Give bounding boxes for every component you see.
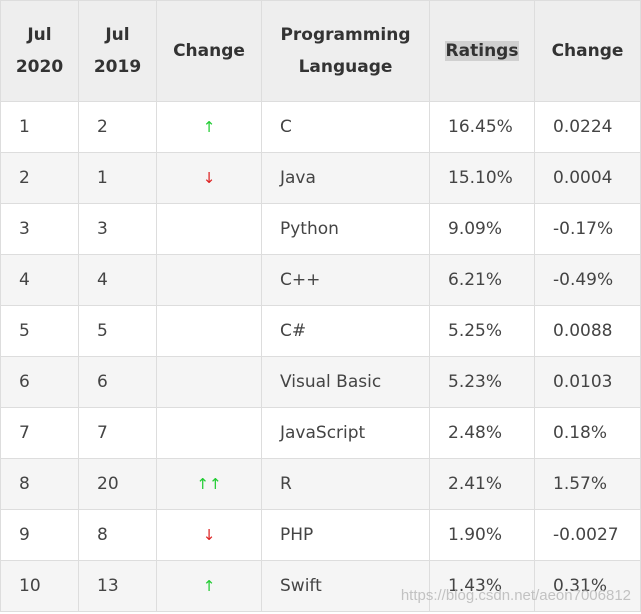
rank-2019-cell: 2 [78,101,157,153]
rating-cell: 15.10% [429,152,535,204]
rank-2019-cell: 5 [78,305,157,357]
table-row: 10 13 ↑ Swift 1.43% 0.31% [0,560,641,612]
header-change: Change [156,0,262,102]
change-arrow-cell [156,356,262,408]
change-arrow-cell [156,407,262,459]
rating-cell: 9.09% [429,203,535,255]
rating-cell: 1.90% [429,509,535,561]
change-arrow-cell [156,203,262,255]
change-value-cell: 0.0103 [534,356,641,408]
arrow-up-icon: ↑ [202,118,216,136]
change-value-cell: 0.0004 [534,152,641,204]
table-row: 1 2 ↑ C 16.45% 0.0224 [0,101,641,153]
rank-2019-cell: 8 [78,509,157,561]
change-arrow-cell: ↓ [156,509,262,561]
header-jul-2019: Jul 2019 [78,0,157,102]
rating-cell: 1.43% [429,560,535,612]
header-jul-2020: Jul 2020 [0,0,79,102]
table-row: 3 3 Python 9.09% -0.17% [0,203,641,255]
table-body: 1 2 ↑ C 16.45% 0.0224 2 1 ↓ Java 15.10% 0.0004 3 3 Pyt… [0,101,641,612]
language-cell: C [261,101,430,153]
table-row: 4 4 C++ 6.21% -0.49% [0,254,641,306]
arrow-down-icon: ↓ [202,526,216,544]
change-value-cell: 0.0088 [534,305,641,357]
rating-cell: 5.23% [429,356,535,408]
rating-cell: 2.48% [429,407,535,459]
rank-2020-cell: 3 [0,203,79,255]
language-cell: Swift [261,560,430,612]
rank-2019-cell: 20 [78,458,157,510]
header-programming-language: Programming Language [261,0,430,102]
rank-2020-cell: 1 [0,101,79,153]
change-value-cell: 0.31% [534,560,641,612]
language-cell: C++ [261,254,430,306]
language-cell: Java [261,152,430,204]
change-value-cell: -0.0027 [534,509,641,561]
change-value-cell: 0.18% [534,407,641,459]
rank-2019-cell: 3 [78,203,157,255]
rank-2020-cell: 6 [0,356,79,408]
rank-2020-cell: 7 [0,407,79,459]
arrow-down-icon: ↓ [202,169,216,187]
change-arrow-cell: ↑↑ [156,458,262,510]
rank-2019-cell: 13 [78,560,157,612]
change-arrow-cell [156,305,262,357]
rank-2020-cell: 2 [0,152,79,204]
rating-cell: 6.21% [429,254,535,306]
change-arrow-cell: ↑ [156,560,262,612]
rank-2019-cell: 4 [78,254,157,306]
arrow-up-icon: ↑ [202,577,216,595]
rank-2019-cell: 7 [78,407,157,459]
language-cell: Visual Basic [261,356,430,408]
rank-2019-cell: 6 [78,356,157,408]
change-arrow-cell [156,254,262,306]
rank-2020-cell: 5 [0,305,79,357]
change-value-cell: 0.0224 [534,101,641,153]
table-row: 5 5 C# 5.25% 0.0088 [0,305,641,357]
change-arrow-cell: ↑ [156,101,262,153]
change-value-cell: 1.57% [534,458,641,510]
table-row: 8 20 ↑↑ R 2.41% 1.57% [0,458,641,510]
header-change-value: Change [534,0,641,102]
rank-2020-cell: 9 [0,509,79,561]
table-row: 2 1 ↓ Java 15.10% 0.0004 [0,152,641,204]
language-cell: PHP [261,509,430,561]
language-cell: C# [261,305,430,357]
rank-2019-cell: 1 [78,152,157,204]
table-row: 7 7 JavaScript 2.48% 0.18% [0,407,641,459]
rank-2020-cell: 8 [0,458,79,510]
language-cell: R [261,458,430,510]
rank-2020-cell: 10 [0,560,79,612]
change-value-cell: -0.49% [534,254,641,306]
table-row: 9 8 ↓ PHP 1.90% -0.0027 [0,509,641,561]
change-arrow-cell: ↓ [156,152,262,204]
rank-2020-cell: 4 [0,254,79,306]
change-value-cell: -0.17% [534,203,641,255]
table-header-row: Jul 2020 Jul 2019 Change Programming Lan… [0,0,641,102]
table-row: 6 6 Visual Basic 5.23% 0.0103 [0,356,641,408]
rating-cell: 5.25% [429,305,535,357]
arrow-up-icon: ↑↑ [196,475,222,493]
rating-cell: 2.41% [429,458,535,510]
header-ratings: Ratings [429,0,535,102]
ratings-highlight: Ratings [444,41,520,61]
language-cell: Python [261,203,430,255]
rating-cell: 16.45% [429,101,535,153]
language-cell: JavaScript [261,407,430,459]
